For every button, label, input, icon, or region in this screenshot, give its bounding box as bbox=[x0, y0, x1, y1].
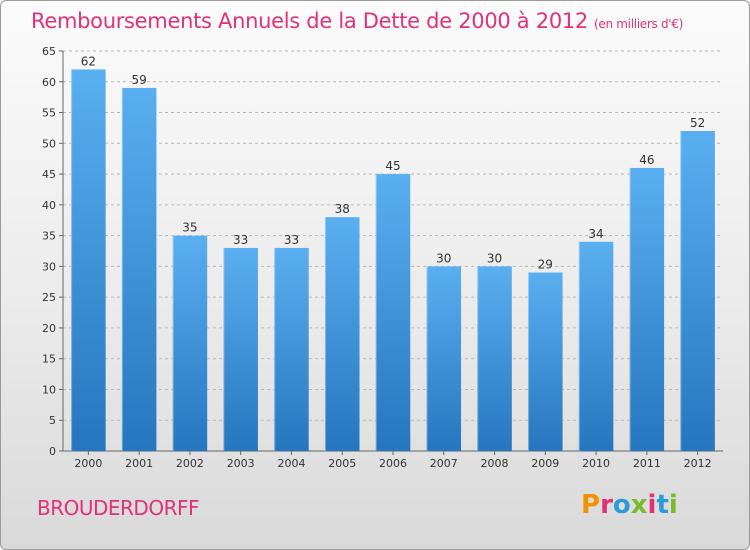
y-tick-label: 45 bbox=[42, 168, 56, 181]
bar-2001 bbox=[121, 87, 157, 451]
bar-2008 bbox=[477, 266, 512, 451]
y-tick-label: 15 bbox=[42, 353, 56, 366]
x-tick-label: 2006 bbox=[379, 457, 407, 470]
x-tick-label: 2010 bbox=[582, 457, 610, 470]
y-tick-label: 20 bbox=[42, 322, 56, 335]
data-label: 34 bbox=[588, 227, 603, 241]
logo-letter: P bbox=[581, 490, 601, 520]
bar-2002 bbox=[172, 235, 208, 451]
y-tick-label: 30 bbox=[42, 260, 56, 273]
labels: 0 5 10 15 20 25 30 35 40 45 50 55 60 65 62 2000 59 2001 35… bbox=[42, 45, 712, 470]
x-tick-label: 2008 bbox=[481, 457, 509, 470]
bars bbox=[71, 69, 715, 452]
y-tick-label: 0 bbox=[49, 445, 56, 458]
y-tick-label: 65 bbox=[42, 45, 56, 58]
y-tick-label: 50 bbox=[42, 137, 56, 150]
data-label: 52 bbox=[690, 116, 705, 130]
data-label: 45 bbox=[385, 159, 400, 173]
logo-letter: r bbox=[600, 490, 613, 520]
bar-2011 bbox=[629, 167, 665, 451]
logo-letter: i bbox=[668, 490, 678, 520]
x-tick-label: 2005 bbox=[328, 457, 356, 470]
x-tick-label: 2000 bbox=[74, 457, 102, 470]
bar-2010 bbox=[578, 241, 614, 451]
x-tick-label: 2004 bbox=[277, 457, 305, 470]
data-label: 30 bbox=[436, 251, 451, 265]
y-tick-label: 25 bbox=[42, 291, 56, 304]
chart-title-text: Remboursements Annuels de la Dette de 20… bbox=[31, 9, 588, 33]
data-label: 30 bbox=[487, 251, 502, 265]
data-label: 33 bbox=[233, 233, 248, 247]
x-tick-label: 2012 bbox=[684, 457, 712, 470]
chart-subtitle: (en milliers d'€) bbox=[594, 17, 684, 31]
y-tick-label: 60 bbox=[42, 76, 56, 89]
logo-letter: o bbox=[612, 490, 631, 520]
data-label: 62 bbox=[81, 54, 96, 68]
data-label: 35 bbox=[182, 221, 197, 235]
bar-2005 bbox=[324, 217, 360, 451]
data-label: 33 bbox=[284, 233, 299, 247]
bar-2000 bbox=[71, 69, 106, 451]
logo-letter: t bbox=[656, 490, 669, 520]
data-label: 38 bbox=[335, 202, 350, 216]
proxiti-logo: Proxiti bbox=[581, 490, 678, 520]
x-tick-label: 2002 bbox=[176, 457, 204, 470]
x-tick-label: 2003 bbox=[227, 457, 255, 470]
commune-name: BROUDERDORFF bbox=[37, 496, 199, 520]
bar-2012 bbox=[680, 131, 715, 451]
bar-2006 bbox=[375, 174, 411, 452]
bar-2004 bbox=[274, 247, 309, 451]
bar-2007 bbox=[426, 266, 462, 451]
y-tick-label: 5 bbox=[49, 414, 56, 427]
y-tick-label: 10 bbox=[42, 383, 56, 396]
x-tick-label: 2011 bbox=[633, 457, 661, 470]
y-tick-label: 35 bbox=[42, 230, 56, 243]
logo-letter: i bbox=[647, 490, 657, 520]
y-tick-label: 55 bbox=[42, 107, 56, 120]
bar-2003 bbox=[223, 247, 258, 451]
data-label: 29 bbox=[538, 258, 553, 272]
data-label: 46 bbox=[639, 153, 654, 167]
x-tick-label: 2007 bbox=[430, 457, 458, 470]
x-tick-label: 2001 bbox=[125, 457, 153, 470]
x-tick-label: 2009 bbox=[531, 457, 559, 470]
logo-letter: x bbox=[630, 490, 648, 520]
data-label: 59 bbox=[132, 73, 147, 87]
bar-2009 bbox=[528, 272, 563, 451]
y-tick-label: 40 bbox=[42, 199, 56, 212]
chart-title: Remboursements Annuels de la Dette de 20… bbox=[31, 9, 683, 33]
